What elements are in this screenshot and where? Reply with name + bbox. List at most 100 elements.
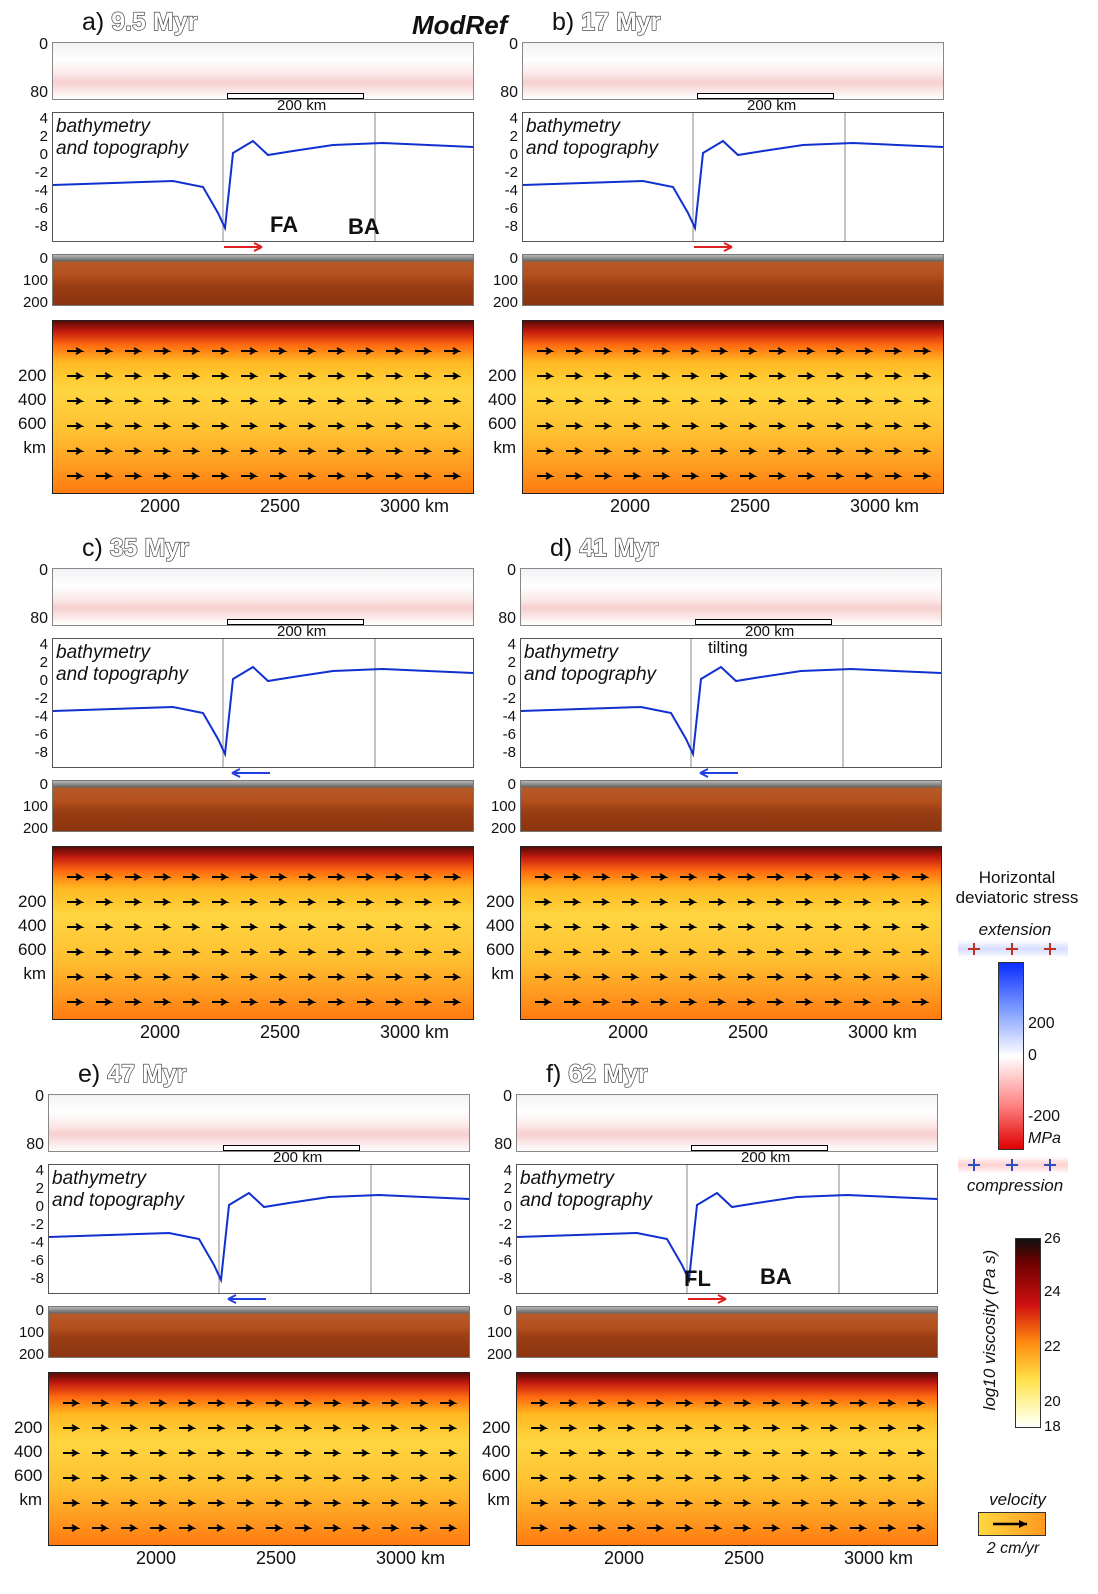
topo-ytick: -4 [30, 1234, 44, 1251]
lith-ytick: 0 [509, 250, 518, 267]
lith-ytick: 100 [18, 1324, 44, 1341]
stress-legend-title: Horizontal deviatoric stress [942, 868, 1092, 908]
scale-bar-c [227, 619, 364, 625]
visc-ytick: 200 [18, 366, 47, 385]
topo-ytick: -2 [34, 164, 48, 181]
panel-label-a: a) 9.5 Myr [82, 7, 198, 37]
topo-ytick: 0 [39, 672, 48, 689]
topo-ytick: -6 [30, 1252, 44, 1269]
stress-tick-200: 200 [1028, 1015, 1055, 1032]
panel-letter: d) [550, 534, 573, 562]
visc-ytick: 600 [482, 1466, 511, 1485]
panel-letter: a) [82, 8, 105, 36]
x-tick: 2500 [730, 496, 771, 516]
stress-plot-e [48, 1094, 470, 1152]
scale-bar-f [691, 1145, 828, 1151]
topo-ytick: -4 [502, 708, 516, 725]
x-tick: 2500 [260, 1022, 301, 1042]
lith-ytick: 200 [22, 820, 48, 837]
visc-ytick: km [23, 964, 46, 983]
stress-legend-title-line1: Horizontal [978, 868, 1056, 887]
topo-ytick: -8 [30, 1270, 44, 1287]
annotation-ba: BA [760, 1264, 792, 1289]
bathymetry-line1: bathymetry [56, 116, 150, 137]
panel-label-b: b) 17 Myr [552, 7, 661, 37]
lithology-plot-a [52, 254, 474, 306]
topography-line [48, 1165, 470, 1293]
visc-ytick: km [19, 1490, 42, 1509]
x-tick: 2000 [610, 496, 651, 516]
lithology-plot-b [522, 254, 944, 306]
stress-ytick: 80 [30, 610, 48, 627]
lith-ytick: 0 [39, 776, 48, 793]
bathymetry-line1: bathymetry [526, 116, 620, 137]
visc-ytick: 200 [482, 1418, 511, 1437]
velocity-scale: 2 cm/yr [986, 1540, 1040, 1557]
visc-ytick: km [491, 964, 514, 983]
lith-ytick: 0 [503, 1302, 512, 1319]
panel-letter: b) [552, 8, 575, 36]
compression-label: compression [966, 1176, 1064, 1195]
stress-ytick: 0 [39, 562, 48, 579]
lith-ytick: 200 [490, 820, 516, 837]
x-tick: 2500 [260, 496, 301, 516]
panel-time: 41 Myr [579, 533, 659, 562]
panel-label-c: c) 35 Myr [82, 533, 190, 563]
bathymetry-line2: and topography [524, 664, 657, 685]
topo-ytick: 4 [39, 110, 48, 127]
stress-plot-f [516, 1094, 938, 1152]
visc-ytick: 200 [488, 366, 517, 385]
lith-ytick: 200 [18, 1346, 44, 1363]
x-tick: 2000 [140, 1022, 181, 1042]
scale-bar-a [227, 93, 364, 99]
stress-ytick: 0 [509, 36, 518, 53]
compression-symbol [958, 1156, 1068, 1174]
lith-ytick: 200 [492, 294, 518, 311]
visc-ytick: 400 [14, 1442, 43, 1461]
velocity-arrows [531, 1399, 926, 1532]
x-tick: 3000 km [844, 1548, 914, 1568]
topography-line [522, 113, 944, 241]
lith-ytick: 0 [507, 776, 516, 793]
visc-ytick: 400 [488, 390, 517, 409]
x-tick: 2500 [728, 1022, 769, 1042]
x-tick: 3000 km [376, 1548, 446, 1568]
panel-time: 35 Myr [109, 533, 189, 562]
plate-motion-arrow-d [690, 766, 740, 784]
topo-ytick: -8 [502, 744, 516, 761]
topo-ytick: 2 [509, 128, 518, 145]
plate-motion-arrow-a [222, 240, 272, 258]
stress-plot-d [520, 568, 942, 626]
stress-ytick: 0 [39, 36, 48, 53]
viscosity-plot-b [522, 320, 944, 494]
scale-bar-label: 200 km [277, 623, 327, 640]
topo-ytick: -8 [504, 218, 518, 235]
lith-ytick: 100 [490, 798, 516, 815]
x-tick: 2500 [256, 1548, 297, 1568]
visc-ytick: km [23, 438, 46, 457]
topo-ytick: -4 [504, 182, 518, 199]
topo-ytick: 2 [39, 128, 48, 145]
viscosity-label: log10 viscosity (Pa s) [980, 1249, 999, 1411]
lithology-plot-f [516, 1306, 938, 1358]
visc-ytick: 200 [18, 892, 47, 911]
bathymetry-line2: and topography [520, 1190, 653, 1211]
stress-plot-c [52, 568, 474, 626]
bathymetry-label: bathymetry and topography [526, 116, 658, 160]
bathymetry-line1: bathymetry [524, 642, 618, 663]
velocity-arrows [63, 1399, 458, 1532]
scale-bar-label: 200 km [741, 1149, 791, 1166]
bathymetry-line2: and topography [56, 138, 189, 159]
topo-ytick: -2 [504, 164, 518, 181]
scale-bar-d [695, 619, 832, 625]
panel-time: 17 Myr [581, 7, 661, 36]
visc-tick-22: 22 [1044, 1338, 1061, 1355]
topo-ytick: 0 [507, 672, 516, 689]
bathymetry-label: bathymetry and topography [52, 1168, 184, 1212]
topo-ytick: 4 [507, 636, 516, 653]
topo-ytick: 2 [507, 654, 516, 671]
visc-tick-24: 24 [1044, 1283, 1061, 1300]
velocity-arrows [67, 873, 462, 1006]
x-tick: 3000 km [850, 496, 920, 516]
visc-tick-20: 20 [1044, 1393, 1061, 1410]
